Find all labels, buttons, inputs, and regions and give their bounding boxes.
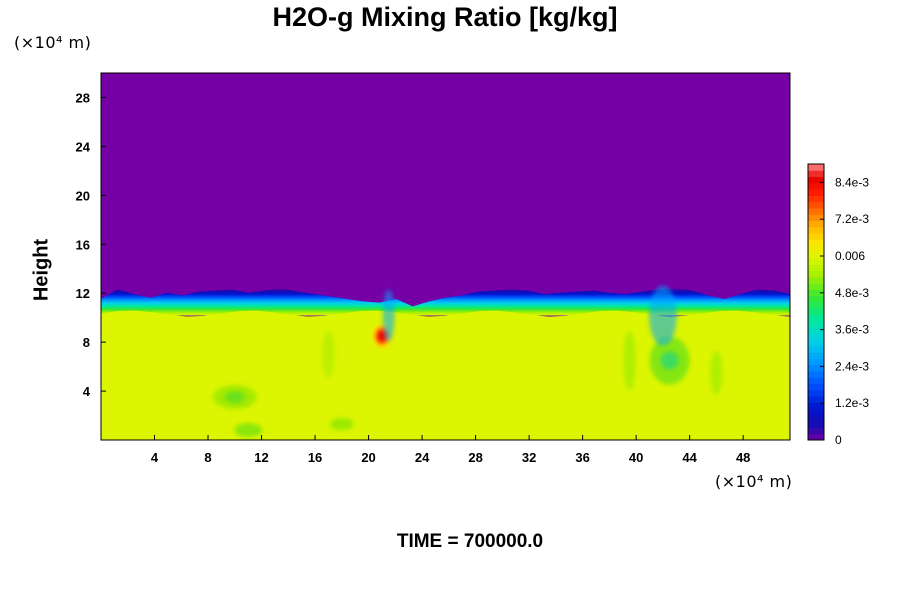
- y-axis-unit: (×10⁴ m): [14, 33, 92, 52]
- x-tick-label: 36: [575, 450, 589, 465]
- colorbar-band: [808, 427, 824, 435]
- colorbar-band: [808, 396, 824, 403]
- colorbar-band: [808, 170, 824, 178]
- colorbar-tick-label: 3.6e-3: [835, 323, 869, 337]
- colorbar-band: [808, 195, 824, 203]
- colorbar-band: [808, 358, 824, 366]
- field-heatmap: [101, 73, 790, 440]
- y-tick-label: 24: [76, 139, 91, 154]
- colorbar-band: [808, 327, 824, 334]
- colorbar-band: [808, 226, 824, 234]
- colorbar-band: [808, 270, 824, 278]
- colorbar-band: [808, 389, 824, 397]
- y-tick-label: 16: [76, 237, 90, 252]
- colorbar-tick-label: 0: [835, 433, 842, 447]
- colorbar-band: [808, 364, 824, 372]
- colorbar-band: [808, 314, 824, 322]
- colorbar-band: [808, 220, 824, 228]
- colorbar-band: [808, 189, 824, 196]
- colorbar-band: [808, 414, 824, 422]
- colorbar-band: [808, 402, 824, 410]
- x-axis-unit: (×10⁴ m): [715, 472, 793, 491]
- x-tick-label: 16: [308, 450, 322, 465]
- colorbar-band: [808, 176, 824, 184]
- eddy-bottom: [234, 423, 263, 438]
- colorbar-tick-label: 4.8e-3: [835, 286, 869, 300]
- y-tick-label: 8: [83, 335, 90, 350]
- colorbar-band: [808, 320, 824, 328]
- colorbar-band: [808, 352, 824, 359]
- colorbar-band: [808, 408, 824, 416]
- y-tick-label: 20: [76, 188, 90, 203]
- lower-moist-layer: [101, 310, 790, 440]
- colorbar-band: [808, 207, 824, 215]
- colorbar-band: [808, 308, 824, 316]
- colorbar-band: [808, 201, 824, 209]
- x-axis-ticks: 4 8 12 16 20 24 28 32 36 40 44 48: [151, 435, 750, 465]
- colorbar-tick-label: 8.4e-3: [835, 175, 869, 189]
- colorbar-band: [808, 289, 824, 297]
- time-label: TIME = 700000.0: [396, 531, 544, 552]
- colorbar-band: [808, 377, 824, 385]
- colorbar-band: [808, 383, 824, 391]
- colorbar-tick-label: 7.2e-3: [835, 212, 869, 226]
- colorbar-band: [808, 251, 824, 259]
- colorbar-tick-label: 0.006: [835, 249, 865, 263]
- colorbar-band: [808, 214, 824, 221]
- vortex-tail: [623, 330, 636, 391]
- x-tick-label: 32: [522, 450, 536, 465]
- colorbar-band: [808, 276, 824, 284]
- colorbar-tick-label: 1.2e-3: [835, 396, 869, 410]
- x-tick-label: 48: [736, 450, 750, 465]
- plume-streak: [322, 330, 335, 379]
- colorbar-band: [808, 421, 824, 428]
- colorbar-band: [808, 258, 824, 265]
- x-tick-label: 8: [204, 450, 211, 465]
- y-axis-ticks: 4 8 12 16 20 24 28: [76, 90, 106, 399]
- max-feature-ring-3: [378, 331, 386, 341]
- colorbar-band: [808, 371, 824, 378]
- x-tick-label: 12: [254, 450, 268, 465]
- x-tick-label: 24: [415, 450, 430, 465]
- chart-title: H2O-g Mixing Ratio [kg/kg]: [272, 2, 618, 32]
- colorbar-frame: [807, 163, 825, 441]
- y-tick-label: 28: [76, 90, 90, 105]
- y-tick-label: 12: [76, 286, 90, 301]
- colorbar-tick-label: 2.4e-3: [835, 359, 869, 373]
- y-tick-label: 4: [83, 384, 91, 399]
- x-tick-label: 28: [468, 450, 482, 465]
- colorbar: 0 1.2e-3 2.4e-3 3.6e-3 4.8e-3 0.006 7.2e-3 8.4e…: [807, 163, 869, 447]
- interface-dip-0: [382, 289, 395, 342]
- x-tick-label: 4: [151, 450, 159, 465]
- colorbar-band: [808, 339, 824, 347]
- vortex-streak: [710, 350, 723, 395]
- colorbar-band: [808, 302, 824, 309]
- colorbar-band: [808, 333, 824, 341]
- colorbar-band: [808, 295, 824, 303]
- x-tick-label: 44: [682, 450, 697, 465]
- eddy-mid: [329, 418, 354, 431]
- colorbar-band: [808, 264, 824, 272]
- colorbar-band: [808, 283, 824, 290]
- colorbar-band: [808, 433, 824, 441]
- colorbar-band: [808, 239, 824, 247]
- plot-frame: [100, 72, 791, 441]
- x-tick-label: 40: [629, 450, 643, 465]
- x-tick-label: 20: [361, 450, 375, 465]
- colorbar-band: [808, 245, 824, 253]
- interface-dip-1: [648, 285, 677, 346]
- colorbar-band: [808, 233, 824, 240]
- colorbar-band: [808, 182, 824, 190]
- colorbar-band: [808, 345, 824, 353]
- vortex-core: [660, 351, 679, 370]
- eddy-left-core: [224, 391, 245, 404]
- colorbar-band: [808, 164, 824, 171]
- moist-transition-band: [101, 287, 790, 316]
